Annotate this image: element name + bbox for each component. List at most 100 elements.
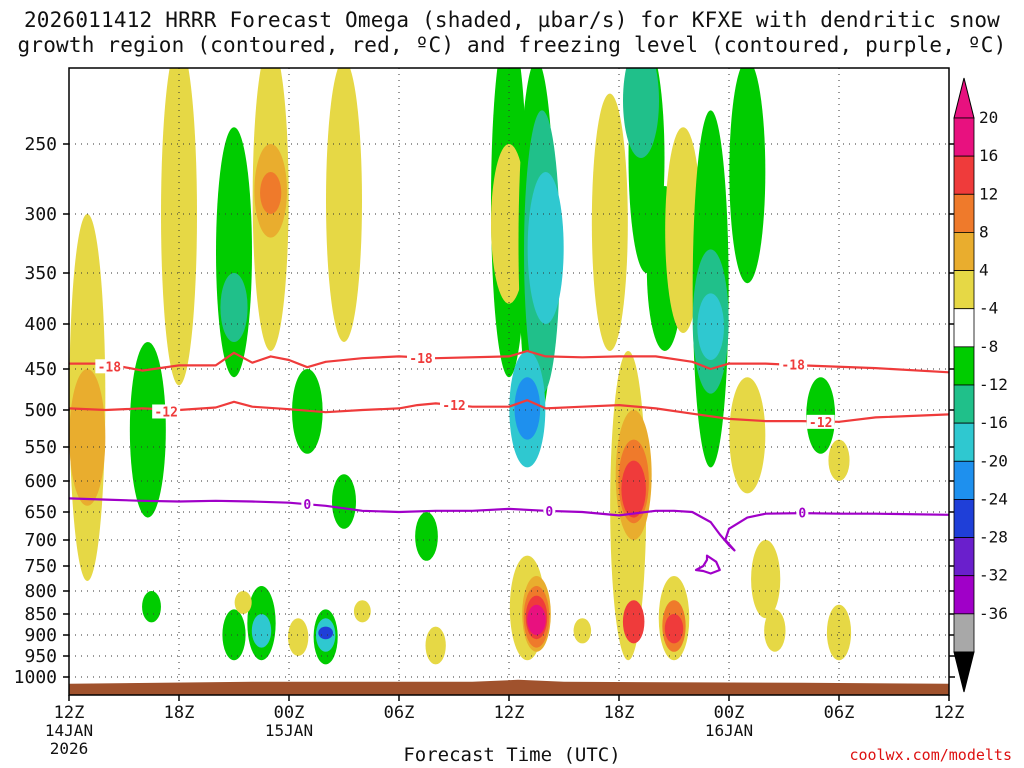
omega-cell (161, 68, 197, 386)
y-tick-label: 550 (24, 437, 57, 458)
colorbar-label: -36 (979, 604, 1008, 623)
chart-title-line-1: 2026011412 HRRR Forecast Omega (shaded, … (23, 8, 1001, 32)
omega-cell (491, 144, 527, 304)
colorbar-label: 20 (979, 108, 998, 127)
contour-label: -12 (442, 399, 465, 414)
colorbar-label: -4 (979, 299, 998, 318)
contour-label-bg (440, 398, 468, 413)
omega-cell (251, 614, 272, 648)
y-tick-label: 1000 (14, 667, 57, 688)
omega-cell (623, 68, 659, 158)
contour-label-bg (301, 496, 314, 511)
y-tick-label: 900 (24, 625, 57, 646)
omega-cell (665, 127, 702, 333)
contours: -18 -18 -18 -12 -12 -12 0 0 0 (69, 349, 949, 575)
omega-cell (353, 600, 371, 623)
colorbar-label: -12 (979, 375, 1008, 394)
y-tick-label: 450 (24, 359, 57, 380)
y-tick-label: 350 (24, 263, 57, 284)
x-tick-label: 06Z (824, 703, 855, 723)
chart-title-line-2: growth region (contoured, red, ºC) and f… (17, 33, 1007, 57)
colorbar-band (953, 308, 975, 348)
x-tick-date: 15JAN (265, 721, 313, 740)
omega-cell (220, 273, 248, 342)
contour-label-bg (779, 357, 808, 372)
omega-cell (697, 293, 724, 361)
colorbar-label: 8 (979, 222, 989, 241)
contour-label: 0 (798, 507, 806, 522)
colorbar-band (953, 460, 975, 500)
colorbar-label: -16 (979, 413, 1008, 432)
contour-label-bg (95, 359, 124, 374)
x-tick-label: 18Z (164, 703, 195, 723)
colorbar-band (953, 613, 975, 653)
y-tick-label: 950 (24, 646, 57, 667)
y-tick-label: 800 (24, 581, 57, 602)
x-tick-label: 18Z (604, 703, 635, 723)
contour-label: 0 (545, 505, 553, 520)
omega-cell (514, 377, 541, 440)
omega-cell (622, 600, 645, 644)
freezing-level-loop (694, 554, 721, 575)
colorbar-label: 4 (979, 261, 989, 280)
omega-cell (129, 342, 166, 518)
omega-cell (527, 604, 546, 636)
colorbar-top-arrow (953, 77, 975, 119)
dgz-contour (69, 399, 949, 423)
omega-cell (142, 591, 161, 623)
colorbar-band (953, 537, 975, 577)
contour-label: -18 (781, 359, 805, 374)
omega-cell (260, 172, 282, 214)
y-tick-label: 700 (24, 530, 57, 551)
x-tick-label: 12Z (54, 703, 85, 723)
omega-cell (573, 618, 592, 644)
colorbar-band (953, 422, 975, 462)
contour-label: -12 (809, 416, 832, 431)
contour-label: -18 (409, 352, 433, 367)
colorbar-label: -20 (979, 451, 1008, 470)
y-tick-label: 650 (24, 502, 57, 523)
colorbar-bottom-arrow (953, 651, 975, 693)
y-tick-label: 400 (24, 314, 57, 335)
colorbar-band (953, 193, 975, 233)
colorbar-band (953, 499, 975, 538)
x-tick-year: 2026 (50, 739, 89, 758)
omega-cell (729, 377, 766, 494)
colorbar-label: 16 (979, 146, 998, 165)
omega-cell (425, 626, 446, 665)
colorbar-band (953, 155, 975, 195)
omega-cell (234, 591, 252, 614)
contour-label: -12 (154, 405, 177, 420)
y-tick-label: 300 (24, 204, 57, 225)
x-tick-label: 12Z (934, 703, 965, 723)
y-tick-label: 600 (24, 471, 57, 492)
colorbar-label: 12 (979, 184, 998, 203)
contour-label-bg (806, 414, 835, 429)
credit-text: coolwx.com/modelts (849, 746, 1012, 764)
dgz-contour (69, 349, 949, 374)
omega-cell (415, 512, 438, 561)
colorbar-label: -28 (979, 528, 1008, 547)
omega-cell (729, 68, 766, 284)
x-axis-label: Forecast Time (UTC) (403, 744, 621, 766)
terrain-fill (69, 679, 949, 695)
x-tick-label: 12Z (494, 703, 525, 723)
omega-shading (69, 68, 852, 665)
x-tick-label: 00Z (714, 703, 745, 723)
colorbar: 20 16 12 8 4 -4 -8 -12 -16 -20 -24 -28 -32 -36 (953, 77, 1008, 693)
x-tick-label: 00Z (274, 703, 305, 723)
x-tick-date: 14JAN (45, 721, 93, 740)
omega-cell (828, 439, 850, 481)
contour-label: -18 (98, 360, 122, 375)
y-tick-label: 500 (24, 400, 57, 421)
omega-cell (764, 609, 786, 652)
y-tick-label: 850 (24, 604, 57, 625)
terrain (69, 679, 949, 695)
colorbar-band (953, 346, 975, 386)
contour-label: 0 (303, 498, 311, 513)
contour-label-bg (152, 404, 181, 419)
omega-cell (222, 609, 246, 661)
